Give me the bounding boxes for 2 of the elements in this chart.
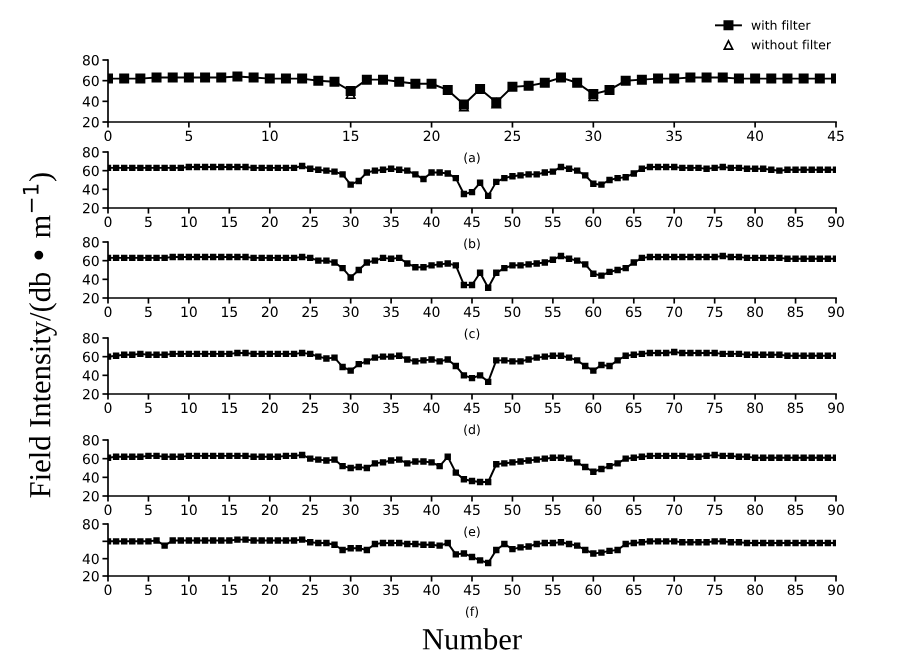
y-axis-title: Field Intensity/(db • m$^{−1}$) xyxy=(22,173,57,498)
x-axis-title: Number xyxy=(422,628,522,650)
